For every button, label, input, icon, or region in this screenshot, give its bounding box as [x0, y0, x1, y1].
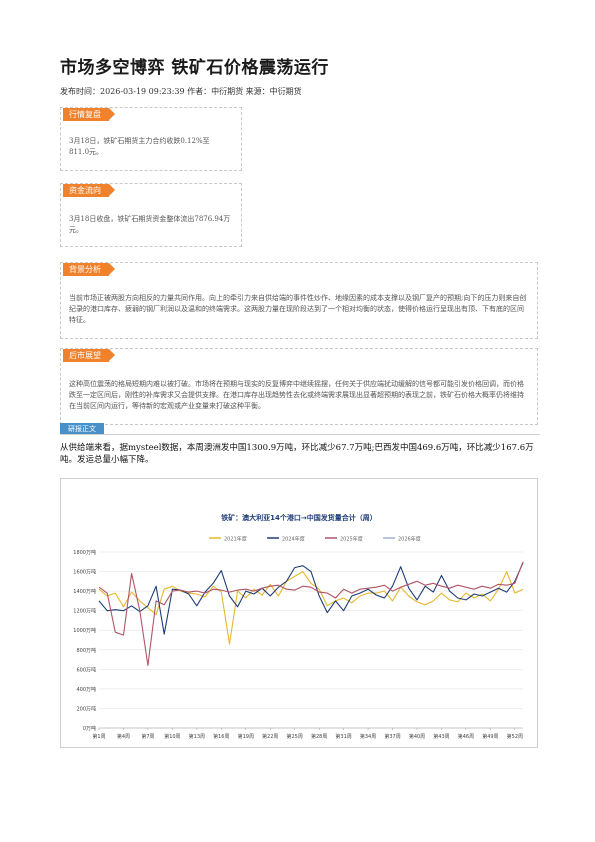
x-tick-label: 第13周 — [189, 733, 205, 740]
x-tick-label: 第40周 — [409, 733, 425, 740]
legend-label: 2024年度 — [282, 536, 305, 543]
y-tick-label: 1200万吨 — [73, 608, 96, 615]
y-tick-label: 1400万吨 — [73, 588, 96, 595]
x-tick-label: 第28周 — [311, 733, 327, 740]
report-text: 从供给端来看，据mysteel数据，本周澳洲发中国1300.9万吨，环比减少67… — [60, 443, 534, 465]
x-tick-label: 第43周 — [433, 733, 449, 740]
background-tag: 背景分析 — [63, 263, 115, 276]
flow-tag: 资金流向 — [63, 184, 115, 197]
chart-container: 铁矿：澳大利亚14个港口→中国发货量合计（周） 2021年度 2024年度 2025年… — [60, 478, 538, 748]
flow-box: 资金流向 3月18日收盘，铁矿石期货资金整体流出7876.94万元。 — [60, 183, 242, 247]
review-text: 3月18日，铁矿石期货主力合约收跌0.12%至811.0元。 — [69, 137, 210, 156]
y-tick-label: 200万吨 — [76, 705, 96, 712]
x-tick-label: 第52周 — [507, 733, 523, 740]
x-tick-label: 第1周 — [92, 733, 105, 740]
y-tick-label: 1000万吨 — [73, 627, 96, 634]
outlook-text: 这种高位震荡的格局短期内难以被打破。市场将在预期与现实的反复博弈中继续摇摆，任何… — [69, 380, 524, 410]
x-tick-label: 第19周 — [238, 733, 254, 740]
background-text: 当前市场正被两股方向相反的力量共同作用。向上的牵引力来自供给端的事件性炒作、地缘… — [69, 294, 527, 324]
y-tick-label: 800万吨 — [76, 647, 96, 654]
x-tick-label: 第31周 — [335, 733, 351, 740]
y-tick-label: 0万吨 — [83, 725, 96, 732]
x-tick-label: 第10周 — [164, 733, 180, 740]
x-tick-label: 第7周 — [141, 733, 154, 740]
background-box: 背景分析 当前市场正被两股方向相反的力量共同作用。向上的牵引力来自供给端的事件性… — [60, 262, 538, 339]
series-line-2021年度 — [98, 571, 524, 645]
outlook-tag: 后市展望 — [63, 349, 115, 362]
x-tick-label: 第16周 — [213, 733, 229, 740]
y-tick-label: 400万吨 — [76, 686, 96, 693]
legend-label: 2021年度 — [224, 536, 247, 543]
series-line-2025年度 — [98, 561, 524, 666]
flow-text: 3月18日收盘，铁矿石期货资金整体流出7876.94万元。 — [69, 215, 231, 234]
review-box: 行情复盘 3月18日，铁矿石期货主力合约收跌0.12%至811.0元。 — [60, 107, 242, 171]
legend-label: 2025年度 — [340, 536, 363, 543]
article-title: 市场多空博弈 铁矿石价格震荡运行 — [60, 58, 329, 78]
x-tick-label: 第37周 — [384, 733, 400, 740]
x-tick-label: 第25周 — [287, 733, 303, 740]
y-tick-label: 1800万吨 — [73, 549, 96, 556]
report-tag: 研报正文 — [60, 423, 104, 435]
article-meta: 发布时间：2026-03-19 09:23:39 作者：中衍期货 来源：中衍期货 — [60, 87, 302, 96]
x-tick-label: 第4周 — [117, 733, 130, 740]
y-tick-label: 600万吨 — [76, 666, 96, 673]
x-tick-label: 第34周 — [360, 733, 376, 740]
series-line-2024年度 — [98, 562, 524, 635]
legend-label: 2026年度 — [398, 536, 421, 543]
outlook-box: 后市展望 这种高位震荡的格局短期内难以被打破。市场将在预期与现实的反复博弈中继续… — [60, 348, 538, 425]
chart-title: 铁矿：澳大利亚14个港口→中国发货量合计（周） — [221, 513, 377, 522]
report-divider — [60, 434, 540, 435]
shipment-line-chart: 铁矿：澳大利亚14个港口→中国发货量合计（周） 2021年度 2024年度 2025年… — [73, 513, 524, 740]
x-tick-label: 第46周 — [458, 733, 474, 740]
x-tick-label: 第22周 — [262, 733, 278, 740]
y-tick-label: 1600万吨 — [73, 569, 96, 576]
review-tag: 行情复盘 — [63, 108, 115, 121]
x-tick-label: 第49周 — [482, 733, 498, 740]
